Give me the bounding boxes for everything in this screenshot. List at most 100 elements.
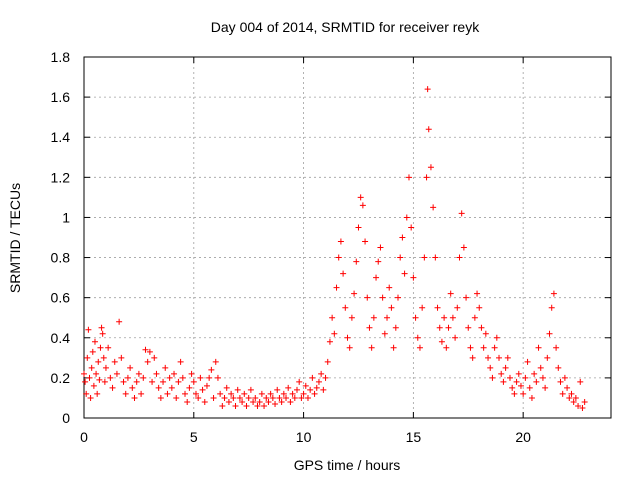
data-point [149, 378, 156, 385]
data-point [100, 354, 107, 361]
data-point [410, 274, 417, 281]
data-point [265, 398, 272, 405]
data-point [94, 390, 101, 397]
data-point [441, 314, 448, 321]
data-point [478, 324, 485, 331]
data-point [467, 344, 474, 351]
data-point [528, 394, 535, 401]
plot-frame [83, 56, 612, 419]
data-point [239, 398, 246, 405]
data-point [542, 384, 549, 391]
data-series [81, 86, 588, 411]
data-point [322, 374, 329, 381]
data-point [151, 354, 158, 361]
data-point [113, 370, 120, 377]
data-point [331, 330, 338, 337]
data-point [236, 394, 243, 401]
data-point [109, 384, 116, 391]
data-point [424, 86, 431, 93]
data-point [93, 370, 100, 377]
data-point [368, 344, 375, 351]
data-point [245, 394, 252, 401]
data-point [243, 402, 250, 409]
data-point [550, 290, 557, 297]
data-point [452, 334, 459, 341]
data-point [526, 384, 533, 391]
y-tick-label: 1 [62, 209, 70, 225]
data-point [86, 374, 93, 381]
data-point [157, 394, 164, 401]
data-point [533, 378, 540, 385]
data-point [351, 290, 358, 297]
data-point [570, 398, 577, 405]
data-point [346, 344, 353, 351]
data-point [146, 348, 153, 355]
data-point [377, 244, 384, 251]
data-point [517, 382, 524, 389]
data-point [296, 378, 303, 385]
data-point [230, 394, 237, 401]
data-point [203, 382, 210, 389]
data-point [504, 354, 511, 361]
data-point [118, 354, 125, 361]
data-point [311, 390, 318, 397]
data-point [337, 238, 344, 245]
data-point [419, 304, 426, 311]
data-point [101, 378, 108, 385]
data-point [370, 314, 377, 321]
data-point [195, 394, 202, 401]
data-point [485, 354, 492, 361]
y-tick-label: 1.6 [51, 89, 71, 105]
data-point [421, 254, 428, 261]
data-point [304, 394, 311, 401]
data-point [254, 402, 261, 409]
data-point [133, 378, 140, 385]
data-point [318, 370, 325, 377]
data-point [96, 376, 103, 383]
data-point [480, 344, 487, 351]
data-point [564, 384, 571, 391]
data-point [375, 258, 382, 265]
data-point [225, 398, 232, 405]
data-point [223, 384, 230, 391]
data-point [192, 390, 199, 397]
data-point [212, 358, 219, 365]
data-point [307, 386, 314, 393]
data-point [272, 400, 279, 407]
data-point [190, 378, 197, 385]
data-point [333, 284, 340, 291]
data-point [575, 402, 582, 409]
data-point [362, 238, 369, 245]
data-point [173, 394, 180, 401]
data-point [175, 378, 182, 385]
data-point [340, 270, 347, 277]
data-point [511, 390, 518, 397]
data-point [263, 394, 270, 401]
data-point [436, 324, 443, 331]
data-point [522, 374, 529, 381]
data-point [166, 374, 173, 381]
data-point [408, 224, 415, 231]
data-point [390, 344, 397, 351]
data-point [140, 374, 147, 381]
data-point [217, 390, 224, 397]
data-point [559, 390, 566, 397]
data-point [359, 202, 366, 209]
y-tick-label: 1.8 [51, 49, 71, 65]
data-point [474, 290, 481, 297]
data-point [168, 384, 175, 391]
data-point [454, 304, 461, 311]
data-point [98, 324, 105, 331]
data-point [274, 386, 281, 393]
data-point [276, 394, 283, 401]
data-point [201, 398, 208, 405]
data-point [210, 394, 217, 401]
data-point [107, 374, 114, 381]
data-point [164, 390, 171, 397]
data-point [124, 374, 131, 381]
data-point [84, 354, 91, 361]
data-point [572, 394, 579, 401]
data-point [463, 294, 470, 301]
data-point [414, 334, 421, 341]
data-point [520, 390, 527, 397]
